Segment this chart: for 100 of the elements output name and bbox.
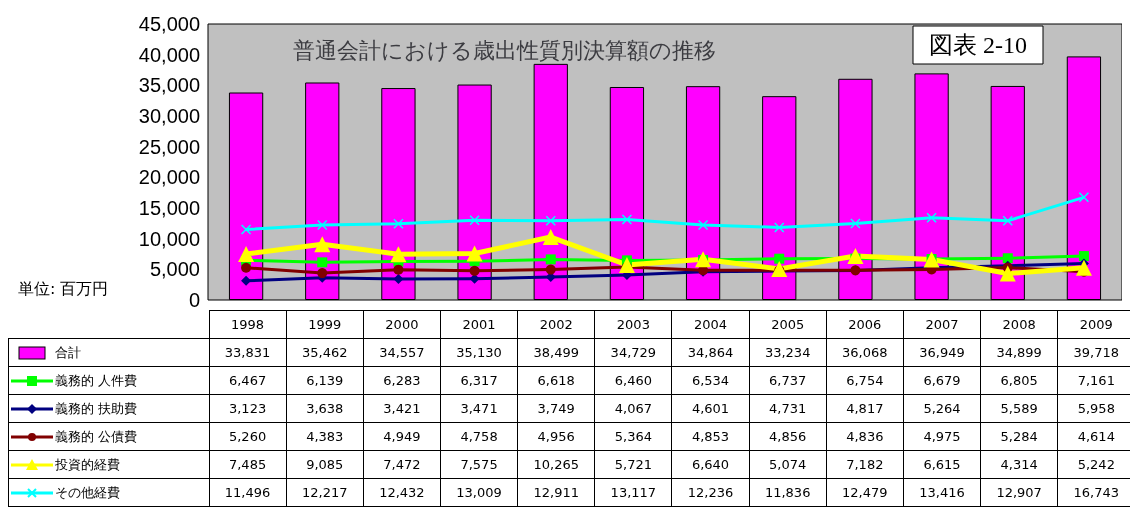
x-tick-label: 2003 [594, 310, 672, 339]
legend-label: その他経費 [55, 484, 120, 500]
data-label: 11,836 [749, 478, 827, 507]
point [698, 219, 709, 230]
data-label: 4,614 [1057, 422, 1130, 451]
data-label: 34,729 [594, 338, 672, 367]
x-tick-label: 2004 [671, 310, 750, 339]
data-label: 4,817 [826, 394, 904, 423]
y-tick-label: 15,000 [138, 197, 200, 219]
data-label: 6,283 [363, 366, 441, 395]
data-label: 13,009 [440, 478, 518, 507]
data-label: 16,743 [1057, 478, 1130, 507]
data-label: 5,242 [1057, 450, 1130, 479]
point [774, 222, 785, 233]
data-label: 7,575 [440, 450, 518, 479]
data-label: 4,758 [440, 422, 518, 451]
data-label: 7,182 [826, 450, 904, 479]
legend-label: 義務的 人件費 [55, 372, 138, 388]
data-label: 4,601 [671, 394, 750, 423]
data-label: 12,907 [980, 478, 1058, 507]
text: 単位: 百万円 [18, 278, 109, 298]
legend-label: 投資的経費 [55, 456, 120, 472]
x-tick-label: 2002 [517, 310, 595, 339]
point [999, 265, 1016, 282]
point [241, 262, 252, 273]
data-label: 4,949 [363, 422, 441, 451]
data-label: 6,460 [594, 366, 672, 395]
point [314, 236, 331, 253]
data-label: 39,718 [1057, 338, 1130, 367]
annotation: 図表 2-10 [929, 32, 1027, 58]
data-label: 6,805 [980, 366, 1058, 395]
data-label: 33,234 [749, 338, 827, 367]
data-label: 5,074 [749, 450, 827, 479]
point [1078, 192, 1089, 203]
y-tick-label: 5,000 [149, 258, 200, 281]
y-tick-label: 30,000 [138, 105, 200, 127]
x-tick-label: 2005 [749, 310, 827, 339]
data-label: 33,831 [209, 338, 287, 367]
data-label: 4,836 [826, 422, 904, 451]
point [393, 264, 404, 275]
y-tick-label: 35,000 [138, 74, 200, 97]
point [317, 268, 328, 279]
data-label: 34,864 [671, 338, 750, 367]
data-label: 4,956 [517, 422, 595, 451]
point [469, 265, 480, 276]
data-label: 4,731 [749, 394, 827, 423]
data-label: 6,467 [209, 366, 287, 395]
data-label: 4,856 [749, 422, 827, 451]
data-label: 5,589 [980, 394, 1058, 423]
point [545, 264, 556, 275]
data-label: 10,265 [517, 450, 595, 479]
data-label: 6,534 [671, 366, 750, 395]
point [850, 218, 861, 229]
data-label: 12,432 [363, 478, 441, 507]
data-label: 3,421 [363, 394, 441, 423]
data-label: 3,471 [440, 394, 518, 423]
data-label: 6,618 [517, 366, 595, 395]
data-label: 35,462 [286, 338, 364, 367]
data-label: 13,117 [594, 478, 672, 507]
legend-label: 義務的 公債費 [55, 428, 138, 444]
data-label: 6,317 [440, 366, 518, 395]
data-label: 5,264 [903, 394, 981, 423]
data-label: 4,853 [671, 422, 750, 451]
point [542, 229, 559, 246]
text: 普通会計における歳出性質別決算額の推移 [293, 37, 716, 63]
y-tick-label: 0 [188, 289, 200, 311]
point [466, 245, 483, 262]
point [238, 246, 255, 263]
legend-label: 合計 [55, 344, 81, 360]
y-tick-label: 25,000 [138, 135, 200, 158]
data-label: 6,640 [671, 450, 750, 479]
x-tick-label: 2008 [980, 310, 1058, 339]
data-label: 38,499 [517, 338, 595, 367]
data-label: 12,217 [286, 478, 364, 507]
data-label: 5,721 [594, 450, 672, 479]
data-label: 5,958 [1057, 394, 1130, 423]
data-label: 7,472 [363, 450, 441, 479]
point [545, 215, 556, 226]
point [317, 220, 328, 231]
data-label: 4,314 [980, 450, 1058, 479]
data-label: 13,416 [903, 478, 981, 507]
data-label: 36,949 [903, 338, 981, 367]
data-label: 5,364 [594, 422, 672, 451]
data-label: 6,737 [749, 366, 827, 395]
data-label: 12,911 [517, 478, 595, 507]
data-label: 3,638 [286, 394, 364, 423]
point [618, 256, 635, 273]
data-label: 4,383 [286, 422, 364, 451]
data-label: 12,479 [826, 478, 904, 507]
data-label: 3,749 [517, 394, 595, 423]
x-tick-label: 2007 [903, 310, 981, 339]
data-label: 9,085 [286, 450, 364, 479]
point [1002, 215, 1013, 226]
x-tick-label: 2009 [1057, 310, 1130, 339]
x-tick-label: 2006 [826, 310, 904, 339]
data-label: 6,754 [826, 366, 904, 395]
x-tick-label: 2000 [363, 310, 441, 339]
point [1075, 259, 1092, 276]
data-label: 6,139 [286, 366, 364, 395]
data-label: 5,260 [209, 422, 287, 451]
